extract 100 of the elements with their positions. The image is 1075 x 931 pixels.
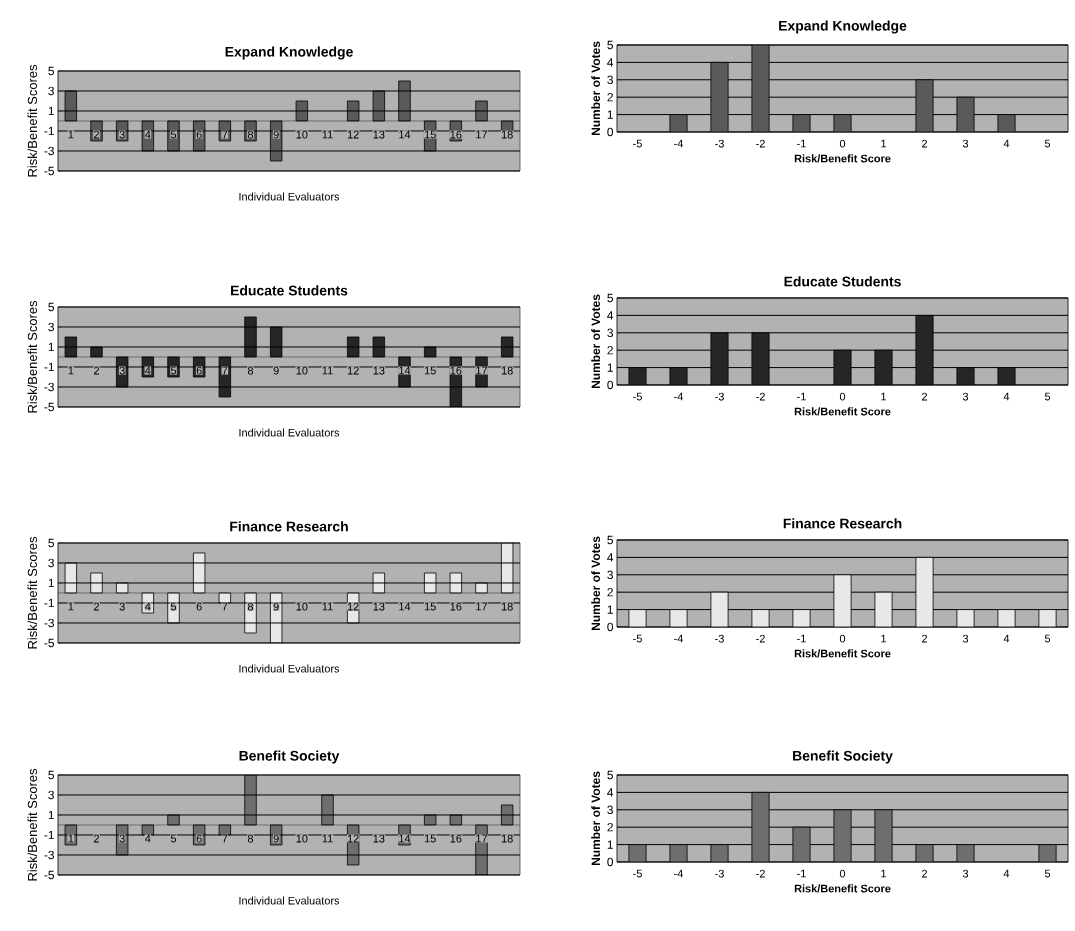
x-tick-label: 4 — [145, 130, 151, 139]
x-tick-label: -3 — [715, 392, 724, 401]
x-axis-title: Individual Evaluators — [239, 428, 340, 437]
x-tick-label: 5 — [170, 602, 177, 611]
x-tick-label: 4 — [1003, 392, 1010, 401]
y-tick-label: 4 — [607, 788, 614, 797]
x-tick-label: 16 — [450, 130, 462, 139]
y-tick-label: 3 — [607, 328, 613, 338]
y-tick-label: 5 — [607, 40, 613, 50]
x-tick-label: 4 — [145, 834, 151, 843]
x-tick-label: -4 — [674, 869, 684, 878]
x-tick-label: 5 — [1044, 139, 1051, 148]
bar — [193, 356, 206, 378]
x-tick-label: 17 — [476, 366, 488, 375]
bar — [167, 592, 180, 624]
x-tick-label: 5 — [1044, 392, 1051, 401]
x-tick-label: 15 — [424, 834, 436, 843]
x-tick-label: 0 — [839, 869, 846, 878]
x-tick-label: 2 — [922, 392, 928, 401]
x-tick-label: 3 — [119, 366, 125, 375]
x-axis-title: Risk/Benefit Score — [794, 884, 891, 893]
chart-title: Finance Research — [230, 521, 348, 532]
x-tick-label: 1 — [881, 634, 887, 643]
y-tick-label: 0 — [607, 622, 614, 632]
x-tick-label: 12 — [347, 366, 359, 375]
x-tick-label: 9 — [273, 602, 279, 611]
x-tick-label: 15 — [424, 130, 436, 139]
x-tick-label: 1 — [881, 139, 887, 148]
y-tick-label: 1 — [48, 578, 54, 588]
y-tick-label: -5 — [44, 166, 54, 176]
x-tick-label: 1 — [881, 869, 887, 878]
x-axis-title: Individual Evaluators — [239, 192, 340, 201]
x-tick-label: -1 — [797, 392, 806, 401]
x-tick-label: 4 — [145, 602, 151, 611]
x-axis-title: Individual Evaluators — [239, 896, 340, 905]
chart-title: Educate Students — [784, 276, 901, 287]
x-tick-label: 2 — [922, 139, 928, 148]
x-tick-label: -3 — [715, 634, 724, 643]
y-tick-label: 5 — [607, 293, 613, 303]
x-tick-label: 6 — [196, 130, 202, 139]
x-tick-label: 4 — [1003, 869, 1010, 878]
x-tick-label: 0 — [839, 392, 846, 401]
y-axis-title: Number of Votes — [591, 41, 600, 136]
y-axis-title: Risk/Benefit Scores — [27, 768, 38, 881]
x-tick-label: 1 — [68, 834, 74, 843]
y-tick-label: 2 — [607, 588, 613, 597]
x-tick-label: 16 — [450, 366, 462, 375]
chart-title: Expand Knowledge — [225, 46, 353, 60]
x-tick-label: 0 — [839, 139, 846, 148]
bar — [64, 824, 78, 846]
y-axis-title: Number of Votes — [591, 294, 600, 389]
x-tick-label: 12 — [347, 130, 359, 139]
x-tick-label: -2 — [756, 139, 765, 148]
x-tick-label: 12 — [347, 834, 359, 843]
x-tick-label: 17 — [476, 834, 488, 843]
y-tick-label: -3 — [44, 850, 54, 860]
x-tick-label: 5 — [1044, 869, 1051, 878]
x-tick-label: -4 — [674, 139, 684, 148]
x-tick-label: 0 — [839, 634, 846, 643]
y-tick-label: 5 — [607, 770, 613, 780]
x-tick-label: 9 — [273, 834, 279, 843]
x-tick-label: 6 — [196, 602, 202, 611]
x-tick-label: 4 — [1003, 139, 1010, 148]
x-axis-title: Risk/Benefit Score — [794, 154, 891, 163]
bar — [270, 824, 283, 846]
x-tick-label: 10 — [296, 130, 308, 139]
chart-title: Educate Students — [231, 285, 348, 296]
x-tick-label: -2 — [756, 634, 765, 643]
y-tick-label: 1 — [48, 342, 54, 352]
x-tick-label: 14 — [399, 130, 411, 139]
x-tick-label: 5 — [170, 366, 177, 375]
y-tick-label: 3 — [607, 75, 613, 84]
x-tick-label: 3 — [119, 834, 125, 843]
y-tick-label: -3 — [44, 146, 54, 156]
x-tick-label: 8 — [247, 366, 254, 375]
y-axis-title: Risk/Benefit Scores — [27, 300, 38, 413]
x-tick-label: 13 — [373, 130, 385, 139]
bar — [270, 592, 283, 643]
x-tick-label: 4 — [1003, 634, 1010, 643]
x-tick-label: 1 — [68, 602, 74, 611]
x-tick-label: 1 — [881, 392, 887, 401]
x-tick-label: 10 — [296, 602, 308, 611]
x-tick-label: 11 — [322, 602, 333, 611]
x-tick-label: 11 — [322, 366, 333, 375]
x-tick-label: -5 — [633, 869, 642, 878]
x-tick-label: -5 — [633, 392, 642, 401]
x-tick-label: 13 — [373, 366, 385, 375]
x-tick-label: 3 — [119, 602, 125, 611]
x-tick-label: 2 — [94, 602, 100, 611]
y-tick-label: -3 — [44, 382, 54, 392]
x-tick-label: 5 — [1044, 634, 1051, 643]
y-axis-title: Risk/Benefit Scores — [27, 64, 38, 177]
x-tick-label: 18 — [501, 130, 513, 139]
y-tick-label: 3 — [607, 570, 613, 580]
x-tick-label: 12 — [347, 602, 359, 611]
x-axis-title: Risk/Benefit Score — [794, 649, 891, 658]
y-tick-label: 5 — [48, 66, 54, 76]
y-tick-label: 3 — [48, 322, 54, 332]
x-tick-label: 13 — [373, 834, 385, 843]
x-tick-label: 2 — [94, 366, 100, 375]
